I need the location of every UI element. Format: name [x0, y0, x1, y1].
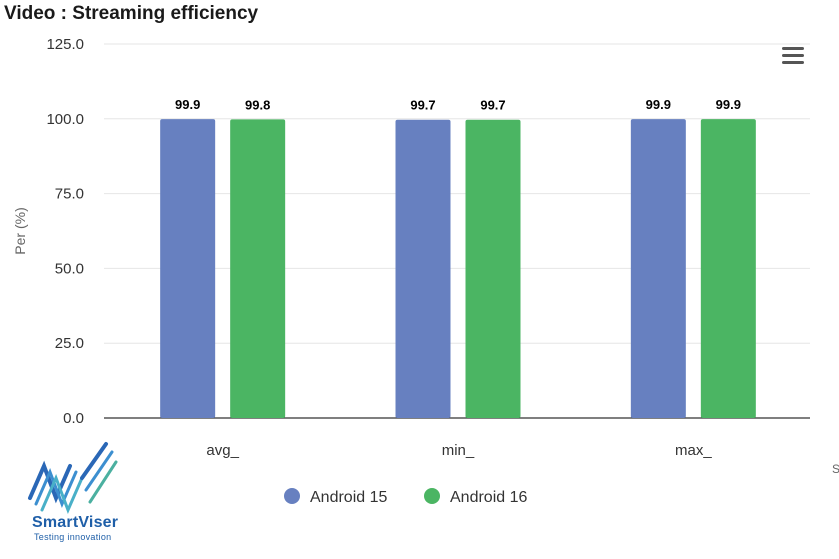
legend-item[interactable]: Android 15	[284, 488, 387, 506]
bar-min-series-1[interactable]	[395, 119, 451, 418]
bar-min-series-2[interactable]	[465, 119, 521, 418]
chart-title: Video : Streaming efficiency	[4, 3, 259, 24]
bar-max-series-2[interactable]	[700, 119, 756, 419]
legend-label: Android 15	[310, 489, 387, 506]
data-label: 99.7	[480, 98, 505, 113]
smartviser-logo-icon	[22, 438, 132, 548]
data-label: 99.9	[175, 97, 200, 112]
y-tick-label: 50.0	[55, 260, 84, 277]
data-label: 99.9	[646, 97, 671, 112]
y-tick-label: 0.0	[63, 410, 84, 427]
logo-tagline: Testing innovation	[34, 532, 112, 542]
logo-name: SmartViser	[32, 514, 119, 531]
data-label: 99.8	[245, 97, 270, 112]
y-tick-label: 75.0	[55, 186, 84, 203]
y-tick-label: 100.0	[46, 111, 84, 128]
x-tick-label: avg_	[206, 442, 239, 459]
bar-avg-series-2[interactable]	[230, 119, 286, 418]
x-tick-label: max_	[675, 442, 712, 459]
edge-text: S	[832, 462, 839, 476]
data-label: 99.7	[410, 98, 435, 113]
x-tick-label: min_	[442, 442, 475, 459]
legend-marker	[284, 488, 300, 504]
y-tick-label: 25.0	[55, 335, 84, 352]
bar-max-series-1[interactable]	[630, 119, 686, 419]
bar-avg-series-1[interactable]	[160, 119, 216, 419]
y-tick-label: 125.0	[46, 36, 84, 53]
hamburger-menu-icon[interactable]	[780, 45, 806, 67]
legend-item[interactable]: Android 16	[424, 488, 527, 506]
data-label: 99.9	[716, 97, 741, 112]
legend-label: Android 16	[450, 489, 527, 506]
y-axis-label: Per (%)	[12, 207, 28, 254]
legend-marker	[424, 488, 440, 504]
